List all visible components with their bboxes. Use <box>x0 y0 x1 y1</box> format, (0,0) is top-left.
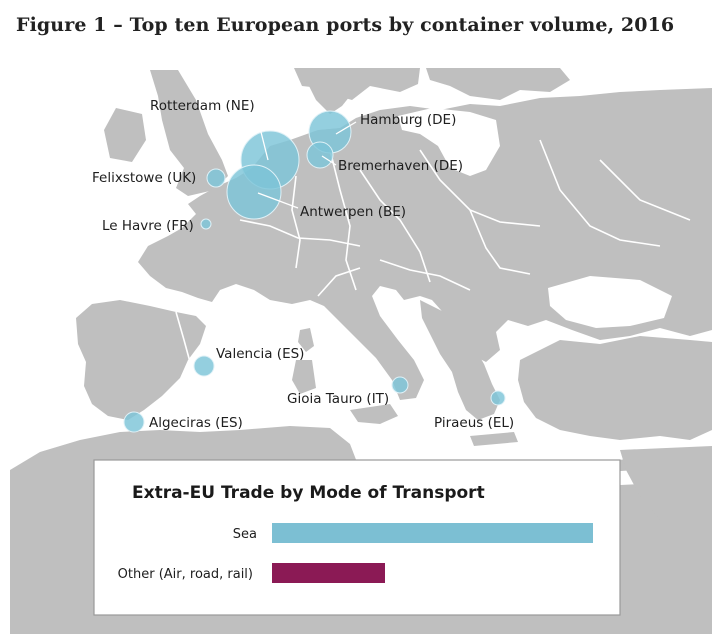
port-labels: Rotterdam (NE) Hamburg (DE) Bremerhaven (D… <box>92 98 514 431</box>
label-bremerhaven: Bremerhaven (DE) <box>338 158 463 174</box>
label-antwerpen: Antwerpen (BE) <box>300 204 406 220</box>
port-bubbles <box>123 110 506 433</box>
bubble-felixstowe <box>206 168 226 188</box>
label-rotterdam: Rotterdam (NE) <box>150 98 255 114</box>
label-piraeus: Piraeus (EL) <box>434 415 514 431</box>
leader-bremerhaven <box>321 155 337 166</box>
leader-rotterdam <box>257 119 269 161</box>
country-borders <box>175 139 691 363</box>
bubble-algeciras <box>123 411 145 433</box>
bubble-gioia-tauro <box>391 376 409 394</box>
legend: Extra-EU Trade by Mode of Transport Sea O… <box>93 459 621 616</box>
legend-label-other: Other (Air, road, rail) <box>118 567 253 582</box>
legend-bar-sea <box>272 523 593 543</box>
bubble-piraeus <box>490 390 506 406</box>
bubble-valencia <box>193 355 215 377</box>
bubble-le-havre <box>200 218 212 230</box>
legend-title: Extra-EU Trade by Mode of Transport <box>132 483 485 503</box>
bubble-antwerpen <box>226 164 282 220</box>
europe-map: Rotterdam (NE) Hamburg (DE) Bremerhaven (D… <box>10 68 712 634</box>
label-felixstowe: Felixstowe (UK) <box>92 170 196 186</box>
label-hamburg: Hamburg (DE) <box>360 112 456 128</box>
legend-label-sea: Sea <box>233 527 257 542</box>
baltic-sea <box>398 108 500 176</box>
leader-lines <box>257 119 357 209</box>
bubble-bremerhaven <box>306 141 334 169</box>
legend-bar-other <box>272 563 385 583</box>
label-algeciras: Algeciras (ES) <box>149 415 243 431</box>
label-gioia-tauro: Gioia Tauro (IT) <box>287 391 389 407</box>
leader-hamburg <box>335 121 357 135</box>
map-panel: Rotterdam (NE) Hamburg (DE) Bremerhaven (D… <box>10 68 712 634</box>
figure-title: Figure 1 – Top ten European ports by con… <box>16 14 675 36</box>
leader-antwerpen <box>257 192 299 209</box>
label-le-havre: Le Havre (FR) <box>102 218 194 234</box>
black-sea <box>548 276 672 328</box>
label-valencia: Valencia (ES) <box>216 346 304 362</box>
